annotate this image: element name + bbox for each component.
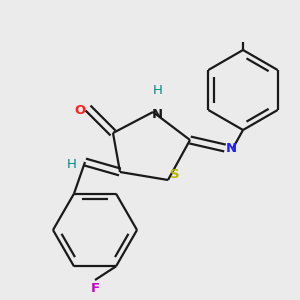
Text: H: H — [153, 83, 163, 97]
Text: S: S — [170, 169, 180, 182]
Text: F: F — [90, 281, 100, 295]
Text: N: N — [225, 142, 237, 154]
Text: N: N — [152, 107, 163, 121]
Text: H: H — [67, 158, 77, 172]
Text: O: O — [74, 104, 86, 118]
